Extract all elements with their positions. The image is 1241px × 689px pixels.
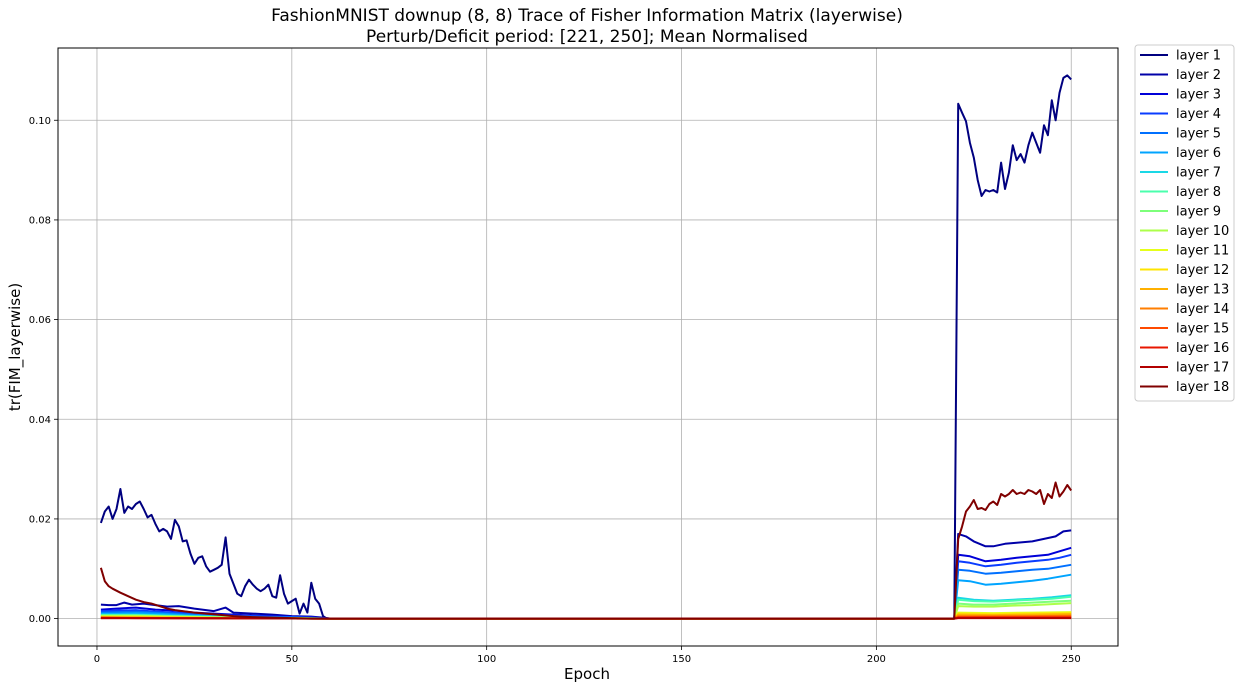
y-tick-label: 0.10 [29, 116, 51, 127]
legend-label: layer 15 [1176, 322, 1229, 337]
x-tick-label: 0 [94, 654, 100, 665]
legend-label: layer 16 [1176, 341, 1229, 356]
series-lines [99, 74, 1073, 620]
y-axis-ticks: 0.00 0.02 0.04 0.06 0.08 0.10 [29, 116, 58, 625]
series-line-6 [100, 573, 1072, 620]
legend-label: layer 1 [1176, 49, 1221, 64]
legend-label: layer 14 [1176, 302, 1229, 317]
series-line-18 [99, 481, 1073, 620]
y-tick-label: 0.04 [29, 415, 51, 426]
legend-label: layer 7 [1176, 166, 1221, 181]
legend-label: layer 10 [1176, 224, 1229, 239]
legend-label: layer 4 [1176, 107, 1221, 122]
legend-label: layer 5 [1176, 127, 1221, 142]
chart-title: FashionMNIST downup (8, 8) Trace of Fish… [271, 6, 903, 26]
legend-label: layer 9 [1176, 205, 1221, 220]
y-axis-label: tr(FIM_layerwise) [6, 283, 25, 411]
legend-label: layer 2 [1176, 68, 1221, 83]
x-tick-label: 200 [867, 654, 886, 665]
x-axis-ticks: 0 50 100 150 200 250 [94, 646, 1081, 665]
legend-label: layer 6 [1176, 146, 1221, 161]
y-tick-label: 0.02 [29, 514, 51, 525]
legend-label: layer 3 [1176, 88, 1221, 103]
legend-label: layer 11 [1176, 244, 1229, 259]
series-line-4 [100, 553, 1072, 620]
legend-label: layer 17 [1176, 361, 1229, 376]
chart-subtitle: Perturb/Deficit period: [221, 250]; Mean… [366, 27, 808, 47]
series-line-2 [100, 529, 1072, 620]
x-tick-label: 150 [672, 654, 691, 665]
y-tick-label: 0.06 [29, 315, 51, 326]
series-line-1 [99, 74, 1072, 620]
y-tick-label: 0.00 [29, 614, 51, 625]
series-line-5 [100, 563, 1072, 620]
legend-label: layer 13 [1176, 283, 1229, 298]
legend: layer 1 layer 2 layer 3 layer 4 layer 5 layer… [1134, 44, 1235, 402]
legend-label: layer 12 [1176, 263, 1229, 278]
x-tick-label: 250 [1062, 654, 1081, 665]
x-tick-label: 50 [285, 654, 298, 665]
plot-frame [57, 47, 1119, 647]
x-axis-label: Epoch [564, 665, 610, 683]
x-tick-label: 100 [477, 654, 496, 665]
y-tick-label: 0.08 [29, 215, 51, 226]
legend-label: layer 8 [1176, 185, 1221, 200]
legend-label: layer 18 [1176, 380, 1229, 395]
